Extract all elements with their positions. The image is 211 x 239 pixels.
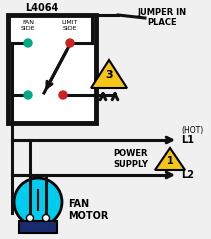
Circle shape [59, 91, 67, 99]
Text: (HOT): (HOT) [181, 125, 203, 135]
Bar [8, 15, 96, 123]
Polygon shape [91, 60, 127, 88]
Text: L1: L1 [181, 135, 194, 145]
Circle shape [66, 39, 74, 47]
Text: JUMPER IN
PLACE: JUMPER IN PLACE [137, 8, 187, 27]
Text: FAN
MOTOR: FAN MOTOR [68, 199, 108, 221]
Text: POWER
SUPPLY: POWER SUPPLY [113, 149, 148, 169]
Text: L2: L2 [181, 170, 194, 180]
Text: L4064: L4064 [25, 3, 58, 13]
Circle shape [24, 91, 32, 99]
Text: 3: 3 [105, 71, 113, 80]
Circle shape [14, 178, 62, 226]
Circle shape [42, 214, 50, 222]
Circle shape [24, 39, 32, 47]
Polygon shape [155, 148, 185, 170]
Bar [19, 221, 57, 233]
Text: LIMIT
SIDE: LIMIT SIDE [62, 20, 78, 31]
Text: FAN
SIDE: FAN SIDE [21, 20, 35, 31]
Text: 1: 1 [167, 156, 173, 166]
Circle shape [27, 214, 34, 222]
